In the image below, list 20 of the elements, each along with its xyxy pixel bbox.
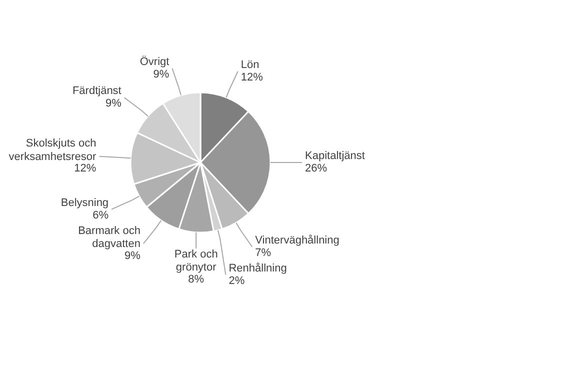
- slice-label: Färdtjänst: [72, 85, 122, 98]
- slice-label: Barmark och dagvatten: [78, 224, 140, 250]
- slice-label: Lön: [240, 58, 260, 71]
- data-label: 8%: [188, 274, 204, 286]
- data-label: 9%: [153, 68, 170, 80]
- slice-label: Belysning: [60, 196, 109, 209]
- data-label: 7%: [255, 246, 272, 259]
- slice-label: Renhållning: [228, 262, 287, 274]
- slice-label: Park och grönytor: [174, 248, 218, 274]
- data-label: 12%: [74, 162, 96, 175]
- data-label: 6%: [92, 209, 109, 222]
- data-label: 12%: [240, 71, 264, 84]
- slice-label: Skolskjuts och verksamhetsresor: [8, 138, 97, 163]
- data-label: 9%: [105, 98, 122, 110]
- data-label: 2%: [228, 274, 245, 287]
- data-label: 9%: [124, 250, 141, 262]
- slice-label: Övrigt: [140, 54, 170, 68]
- data-label: 26%: [305, 162, 328, 174]
- slice-label: Vinterväghållning: [255, 234, 340, 246]
- slice-label: Kapitaltjänst: [305, 150, 365, 162]
